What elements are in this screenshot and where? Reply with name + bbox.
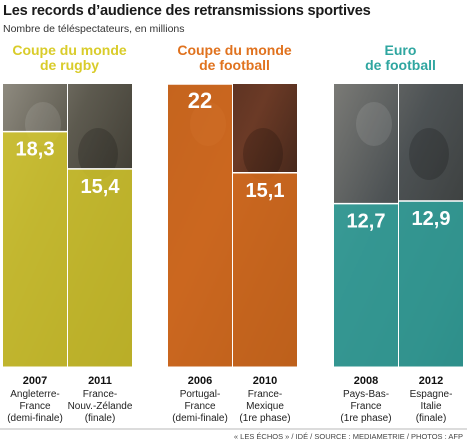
year-label: 2010: [253, 375, 277, 387]
bar: [168, 84, 232, 367]
match-label: (1re phase): [340, 413, 391, 424]
year-label: 2008: [354, 375, 378, 387]
match-label: France: [350, 401, 382, 412]
match-label: (demi-finale): [7, 413, 63, 424]
match-label: France: [184, 401, 216, 412]
bar: [68, 168, 132, 367]
match-label: France: [19, 401, 51, 412]
year-label: 2007: [23, 375, 47, 387]
group-title: Coupe du monde: [12, 42, 127, 58]
bar: [334, 203, 398, 367]
match-label: Mexique: [246, 401, 284, 412]
match-label: Portugal-: [180, 389, 221, 400]
year-label: 2012: [419, 375, 443, 387]
bar: [399, 201, 463, 367]
match-label: France-: [248, 389, 282, 400]
match-label: (1re phase): [239, 413, 290, 424]
match-label: Espagne-: [410, 389, 453, 400]
year-label: 2006: [188, 375, 212, 387]
match-label: Nouv.-Zélande: [68, 401, 133, 412]
data-label: 18,3: [16, 139, 55, 161]
bar: [233, 172, 297, 367]
data-label: 22: [188, 88, 212, 113]
data-label: 12,9: [412, 208, 451, 230]
group-title: Coupe du monde: [177, 42, 292, 58]
data-label: 12,7: [347, 211, 386, 233]
match-label: (finale): [85, 413, 116, 424]
photo-detail: [356, 102, 392, 146]
source-credit: « LES ÉCHOS » / IDÉ / SOURCE : MEDIAMETR…: [233, 432, 463, 441]
year-label: 2011: [88, 375, 112, 387]
bar: [3, 131, 67, 367]
match-label: Angleterre-: [10, 389, 59, 400]
photo-detail: [409, 128, 449, 180]
match-label: France-: [83, 389, 117, 400]
group-title: de football: [199, 57, 270, 73]
data-label: 15,1: [246, 180, 285, 202]
photo-detail: [78, 128, 118, 180]
match-label: (demi-finale): [172, 413, 228, 424]
group-title: de rugby: [40, 57, 99, 73]
match-label: Pays-Bas-: [343, 389, 389, 400]
chart-subtitle: Nombre de téléspectateurs, en millions: [3, 23, 185, 35]
group-title: de football: [365, 57, 436, 73]
chart-title: Les records d’audience des retransmissio…: [3, 3, 371, 19]
match-label: Italie: [420, 401, 442, 412]
match-label: (finale): [416, 413, 447, 424]
group-title: Euro: [385, 42, 417, 58]
photo-detail: [243, 128, 283, 180]
data-label: 15,4: [81, 176, 121, 198]
